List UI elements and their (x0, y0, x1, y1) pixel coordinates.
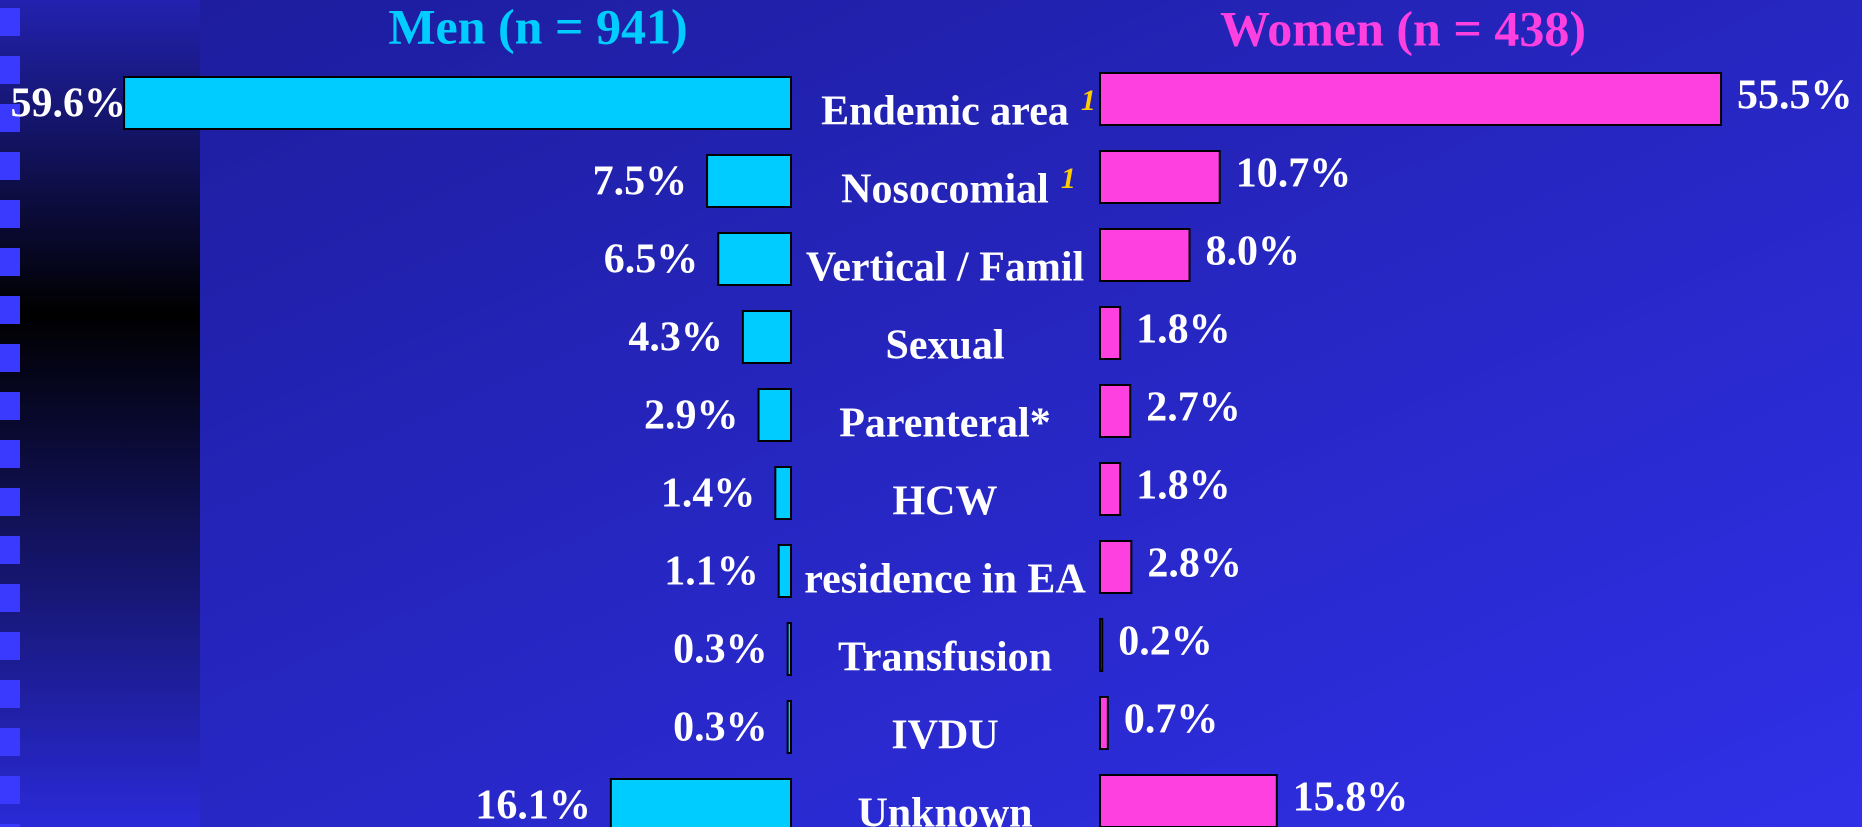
bar-women (1099, 696, 1109, 750)
bar-women (1099, 228, 1191, 282)
bar-men (786, 700, 793, 754)
bar-women (1099, 462, 1122, 516)
legend-women: Women (n = 438) (1220, 0, 1586, 56)
bar-women (1099, 384, 1132, 438)
value-label-men: 2.9% (644, 393, 739, 439)
category-label: HCW (893, 479, 998, 525)
category-label: Vertical / Famil (806, 245, 1084, 291)
value-label-women: 0.7% (1124, 697, 1219, 743)
value-label-women: 8.0% (1206, 229, 1301, 275)
value-label-women: 2.8% (1147, 541, 1242, 587)
category-note: 1 (1061, 162, 1076, 195)
bar-women (1099, 618, 1104, 672)
bar-men (717, 232, 793, 286)
bar-men (609, 778, 792, 827)
bar-men (786, 622, 793, 676)
bar-men (741, 310, 792, 364)
category-label: residence in EA (804, 557, 1086, 603)
value-label-men: 0.3% (673, 705, 768, 751)
value-label-men: 59.6% (11, 81, 127, 127)
category-label: Transfusion (838, 635, 1052, 681)
bar-men (757, 388, 793, 442)
value-label-men: 1.1% (664, 549, 759, 595)
legend-men: Men (n = 941) (388, 0, 687, 54)
bar-women (1099, 774, 1278, 827)
value-label-men: 16.1% (475, 783, 591, 827)
value-label-men: 4.3% (628, 315, 723, 361)
value-label-women: 2.7% (1146, 385, 1241, 431)
value-label-women: 0.2% (1118, 619, 1213, 665)
category-label: Sexual (885, 323, 1004, 369)
value-label-women: 10.7% (1236, 151, 1352, 197)
value-label-women: 55.5% (1737, 73, 1853, 119)
bar-women (1099, 72, 1723, 126)
bar-women (1099, 540, 1133, 594)
category-label: IVDU (891, 713, 998, 759)
bar-men (774, 466, 792, 520)
bar-women (1099, 150, 1221, 204)
category-note: 1 (1081, 84, 1096, 117)
category-label: Unknown (857, 791, 1032, 827)
bar-men (706, 154, 793, 208)
value-label-women: 15.8% (1293, 775, 1409, 821)
bar-men (777, 544, 792, 598)
bar-women (1099, 306, 1122, 360)
value-label-men: 7.5% (593, 159, 688, 205)
value-label-women: 1.8% (1136, 463, 1231, 509)
bar-men (123, 76, 793, 130)
category-label: Parenteral* (839, 401, 1050, 447)
value-label-men: 1.4% (661, 471, 756, 517)
side-squares (0, 0, 20, 827)
category-label: Endemic area (821, 89, 1069, 135)
value-label-men: 6.5% (604, 237, 699, 283)
value-label-men: 0.3% (673, 627, 768, 673)
category-label: Nosocomial (841, 167, 1049, 213)
value-label-women: 1.8% (1136, 307, 1231, 353)
side-strip (0, 0, 200, 827)
